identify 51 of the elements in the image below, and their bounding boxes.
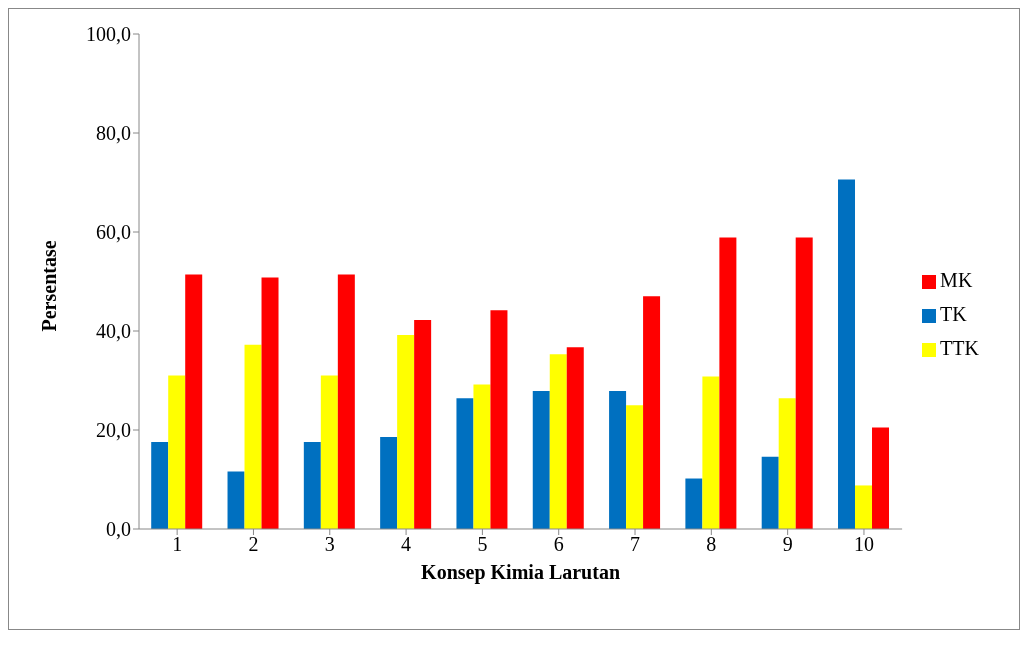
y-axis-title: Persentase xyxy=(38,240,61,332)
y-tick-label: 100,0 xyxy=(86,23,131,46)
bar xyxy=(414,320,432,529)
bar xyxy=(244,344,262,529)
bar xyxy=(456,398,474,529)
bar xyxy=(168,375,186,529)
bar xyxy=(609,390,627,529)
bar xyxy=(566,347,584,529)
y-tick-label: 20,0 xyxy=(96,419,131,442)
bar xyxy=(337,274,355,529)
bar xyxy=(303,441,321,529)
bar xyxy=(643,296,661,529)
bar xyxy=(855,485,873,529)
legend-label: TK xyxy=(940,303,967,325)
x-tick-label: 3 xyxy=(324,533,335,556)
legend-label: TTK xyxy=(940,337,979,359)
x-tick-label: 7 xyxy=(630,533,641,556)
bar xyxy=(685,478,703,529)
bar xyxy=(719,237,737,529)
x-tick-label: 5 xyxy=(477,533,488,556)
bar xyxy=(795,237,813,529)
bar xyxy=(380,436,398,529)
x-tick-label: 10 xyxy=(853,533,874,556)
bar xyxy=(761,456,779,529)
y-tick-label: 0,0 xyxy=(106,518,131,541)
bar xyxy=(872,427,890,529)
bar xyxy=(397,334,415,529)
bar xyxy=(261,277,279,529)
bar xyxy=(320,375,338,529)
x-tick-label: 4 xyxy=(401,533,412,556)
bar xyxy=(838,179,856,529)
bar xyxy=(626,405,644,529)
bar xyxy=(473,384,491,529)
y-tick-label: 60,0 xyxy=(96,221,131,244)
x-tick-label: 2 xyxy=(248,533,259,556)
bar xyxy=(532,390,550,529)
y-tick-label: 80,0 xyxy=(96,122,131,145)
y-tick-label: 40,0 xyxy=(96,320,131,343)
bar xyxy=(227,471,245,529)
bar xyxy=(549,354,567,529)
bar xyxy=(778,398,796,529)
x-axis-title: Konsep Kimia Larutan xyxy=(421,561,621,584)
legend-label: MK xyxy=(940,269,973,291)
bar xyxy=(702,376,720,529)
x-tick-label: 9 xyxy=(782,533,793,556)
x-tick-label: 8 xyxy=(706,533,717,556)
bar xyxy=(151,441,169,529)
x-tick-label: 1 xyxy=(172,533,183,556)
bar xyxy=(185,274,203,529)
x-tick-label: 6 xyxy=(553,533,564,556)
bar xyxy=(490,310,508,529)
